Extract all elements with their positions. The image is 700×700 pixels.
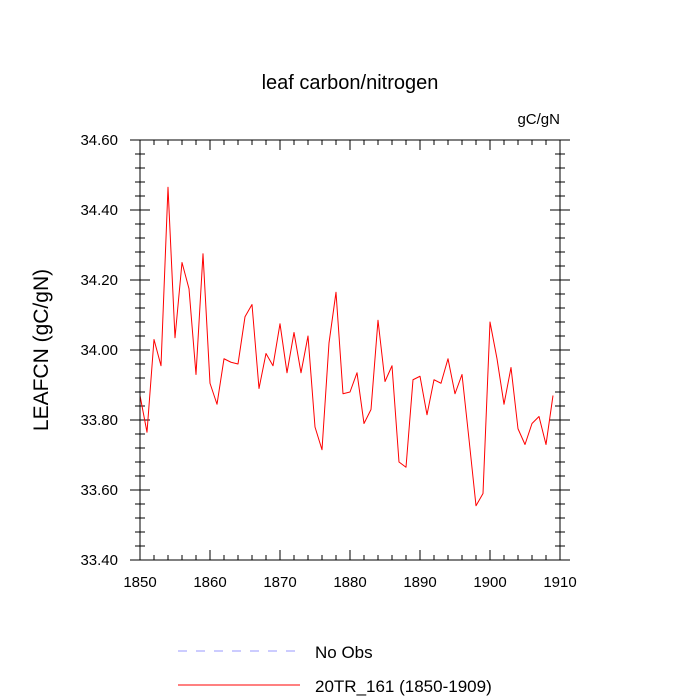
x-tick-label: 1890 — [403, 574, 436, 591]
y-tick-label: 34.00 — [80, 342, 118, 359]
y-tick-label: 33.80 — [80, 412, 118, 429]
legend-label-20tr-161: 20TR_161 (1850-1909) — [315, 677, 492, 696]
x-tick-label: 1880 — [333, 574, 366, 591]
x-tick-label: 1870 — [263, 574, 296, 591]
axis-tick-labels: 1850 1860 1870 1880 1890 1900 1910 33.40 33.60 33… — [80, 132, 576, 591]
y-axis-label: LEAFCN (gC/gN) — [30, 269, 53, 431]
plot-frame — [139, 139, 561, 561]
y-tick-label: 34.60 — [80, 132, 118, 149]
series-group — [139, 186, 554, 507]
y-tick-label: 34.40 — [80, 202, 118, 219]
x-tick-label: 1860 — [193, 574, 226, 591]
legend: No Obs 20TR_161 (1850-1909) — [178, 643, 492, 696]
legend-label-no-obs: No Obs — [315, 643, 373, 662]
y-tick-label: 33.40 — [80, 552, 118, 569]
y-tick-label: 34.20 — [80, 272, 118, 289]
chart-title: leaf carbon/nitrogen — [262, 72, 439, 94]
y-tick-label: 33.60 — [80, 482, 118, 499]
x-tick-label: 1910 — [543, 574, 576, 591]
x-tick-label: 1900 — [473, 574, 506, 591]
series-line-20tr-161 — [139, 186, 554, 507]
units-label: gC/gN — [517, 111, 560, 128]
x-tick-label: 1850 — [123, 574, 156, 591]
